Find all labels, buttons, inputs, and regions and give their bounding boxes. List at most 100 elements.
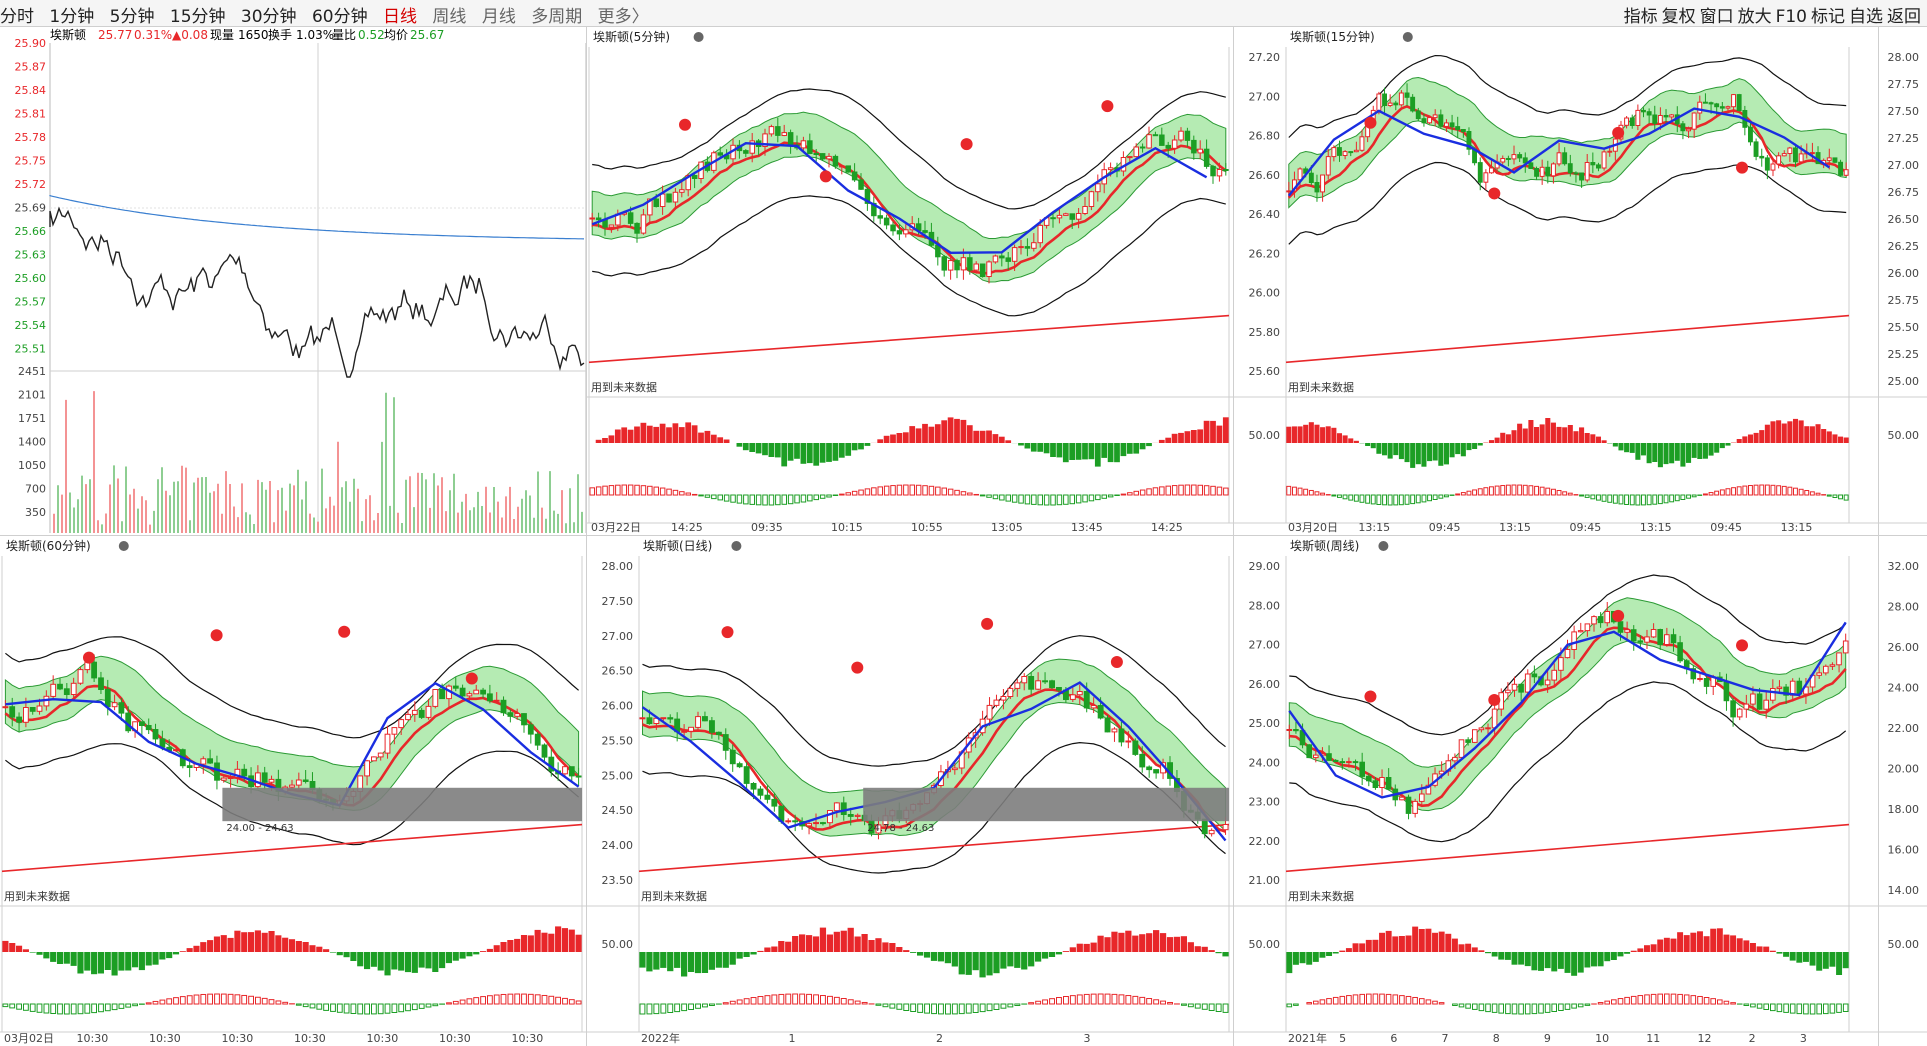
candle (634, 222, 640, 234)
candle (1419, 793, 1425, 802)
candle (1412, 800, 1418, 814)
tab-more[interactable]: 更多〉 (597, 7, 649, 27)
macd-histogram-bar (84, 1003, 91, 1014)
tab-30min[interactable]: 30分钟 (240, 7, 297, 27)
candle (667, 717, 674, 720)
macd-histogram-bar (1405, 995, 1412, 1005)
tab-15min[interactable]: 15分钟 (169, 7, 226, 27)
candle (1432, 114, 1438, 119)
macd-histogram-bar (871, 487, 877, 496)
time-label: 13:15 (1499, 521, 1531, 534)
price-tick: 23.00 (1249, 796, 1281, 809)
chart-60min[interactable]: 埃斯顿(60分钟) 用到未来数据 24.00 - 24.63 03月02日 10:30 1… (0, 536, 586, 1046)
candle (1452, 756, 1458, 762)
macd-histogram-bar (268, 999, 275, 1005)
candle (214, 762, 220, 781)
back-button[interactable]: 返回 (1887, 7, 1921, 27)
buy-signal-icon (1364, 690, 1377, 703)
macd-histogram-bar (666, 488, 672, 496)
macd-histogram-bar (91, 1003, 97, 1014)
macd-histogram-bar (589, 487, 595, 496)
candle (1528, 162, 1534, 169)
macd-histogram-bar (255, 996, 261, 1005)
macd-histogram-bar (1352, 994, 1359, 1005)
tab-multi-period[interactable]: 多周期 (531, 7, 583, 27)
chart-daily[interactable]: 埃斯顿(日线) 28.00 27.50 27.00 26.50 26.00 25.50 25.… (587, 536, 1233, 1046)
candle (1763, 699, 1770, 710)
candle (1477, 162, 1483, 183)
macd-histogram-bar (1146, 998, 1153, 1005)
candle (858, 179, 864, 190)
macd-histogram-bar (945, 1003, 951, 1015)
tab-daily[interactable]: 日线 (383, 7, 418, 27)
tab-monthly[interactable]: 月线 (481, 7, 516, 27)
macd-histogram-bar (248, 995, 254, 1005)
macd-histogram-bar (1485, 1003, 1491, 1013)
macd-histogram-bar (659, 487, 666, 496)
buy-signal-icon (851, 661, 864, 674)
macd-histogram-bar (1611, 999, 1617, 1005)
macd-histogram-bar (405, 1003, 411, 1012)
buy-signal-icon (1736, 639, 1749, 652)
macd-histogram-bar (1308, 489, 1314, 496)
macd-histogram-bar (1472, 1003, 1478, 1010)
mark-button[interactable]: 标记 (1811, 7, 1845, 27)
candle (1125, 740, 1132, 743)
candle (639, 717, 646, 720)
candle (1646, 111, 1652, 116)
tab-60min[interactable]: 60分钟 (311, 7, 368, 27)
candle (1776, 686, 1783, 690)
macd-histogram-bar (1415, 494, 1421, 504)
f10-button[interactable]: F10 (1775, 7, 1807, 27)
candle (1049, 680, 1056, 689)
time-label: 3 (1800, 1032, 1807, 1045)
indicator-button[interactable]: 指标 (1623, 7, 1658, 27)
zoom-button[interactable]: 放大 (1737, 7, 1772, 27)
tab-weekly[interactable]: 周线 (432, 7, 467, 27)
candle (1286, 190, 1292, 193)
candle (627, 212, 634, 224)
macd-histogram-bar (778, 993, 785, 1005)
candle (1201, 818, 1208, 835)
price-tick: 25.00 (1249, 717, 1281, 730)
macd-histogram-bar (1770, 1003, 1776, 1012)
candle (1083, 691, 1090, 709)
candle (1082, 206, 1088, 214)
tab-1min[interactable]: 1分钟 (49, 7, 95, 27)
candle (679, 189, 685, 193)
macd-histogram-bar (1465, 1003, 1471, 1009)
macd-tick: 50.00 (602, 938, 634, 951)
right-price-tick: 26.00 (1888, 267, 1920, 280)
candle (1736, 708, 1743, 718)
candle (1393, 102, 1399, 106)
upper-band-line (5, 636, 579, 739)
macd-histogram-bar (1719, 489, 1725, 496)
watchlist-button[interactable]: 自选 (1849, 7, 1883, 27)
candle (1544, 679, 1551, 686)
window-button[interactable]: 窗口 (1699, 7, 1734, 27)
tab-intraday[interactable]: 分时 (0, 7, 34, 27)
chart-5min[interactable]: 埃斯顿(5分钟) 用到未来数据 03月22日 14:25 09:35 10:15 10:55… (587, 27, 1233, 535)
dropdown-icon (118, 541, 129, 551)
candle (750, 783, 757, 790)
candle (289, 784, 295, 788)
candle (640, 214, 647, 234)
tab-5min[interactable]: 5分钟 (109, 7, 155, 27)
intraday-chart[interactable]: 埃斯顿 25.77 0.31% ▲0.08 现量 1650 换手 1.03% 量… (0, 27, 586, 535)
macd-histogram-bar (282, 1001, 289, 1005)
time-label: 9 (1544, 1032, 1551, 1045)
macd-histogram-bar (771, 994, 778, 1005)
chart-weekly[interactable]: 埃斯顿(周线) 29.00 28.00 27.00 26.00 25.00 24.00 23.… (1234, 536, 1927, 1046)
adjust-button[interactable]: 复权 (1661, 7, 1696, 27)
chart-15min[interactable]: 埃斯顿(15分钟) 27.20 27.00 26.80 26.60 26.40 26.20 2… (1234, 27, 1927, 535)
macd-histogram-bar (275, 1000, 282, 1005)
candle (1216, 169, 1223, 177)
candle (1208, 829, 1215, 835)
macd-histogram-bar (1222, 1003, 1229, 1013)
macd-histogram-bar (527, 993, 534, 1005)
macd-histogram-bar (1076, 994, 1083, 1005)
candle (1776, 155, 1782, 165)
right-price-tick: 26.25 (1888, 240, 1920, 253)
price-tick: 24.50 (602, 804, 634, 817)
macd-histogram-bar (9, 1003, 16, 1009)
